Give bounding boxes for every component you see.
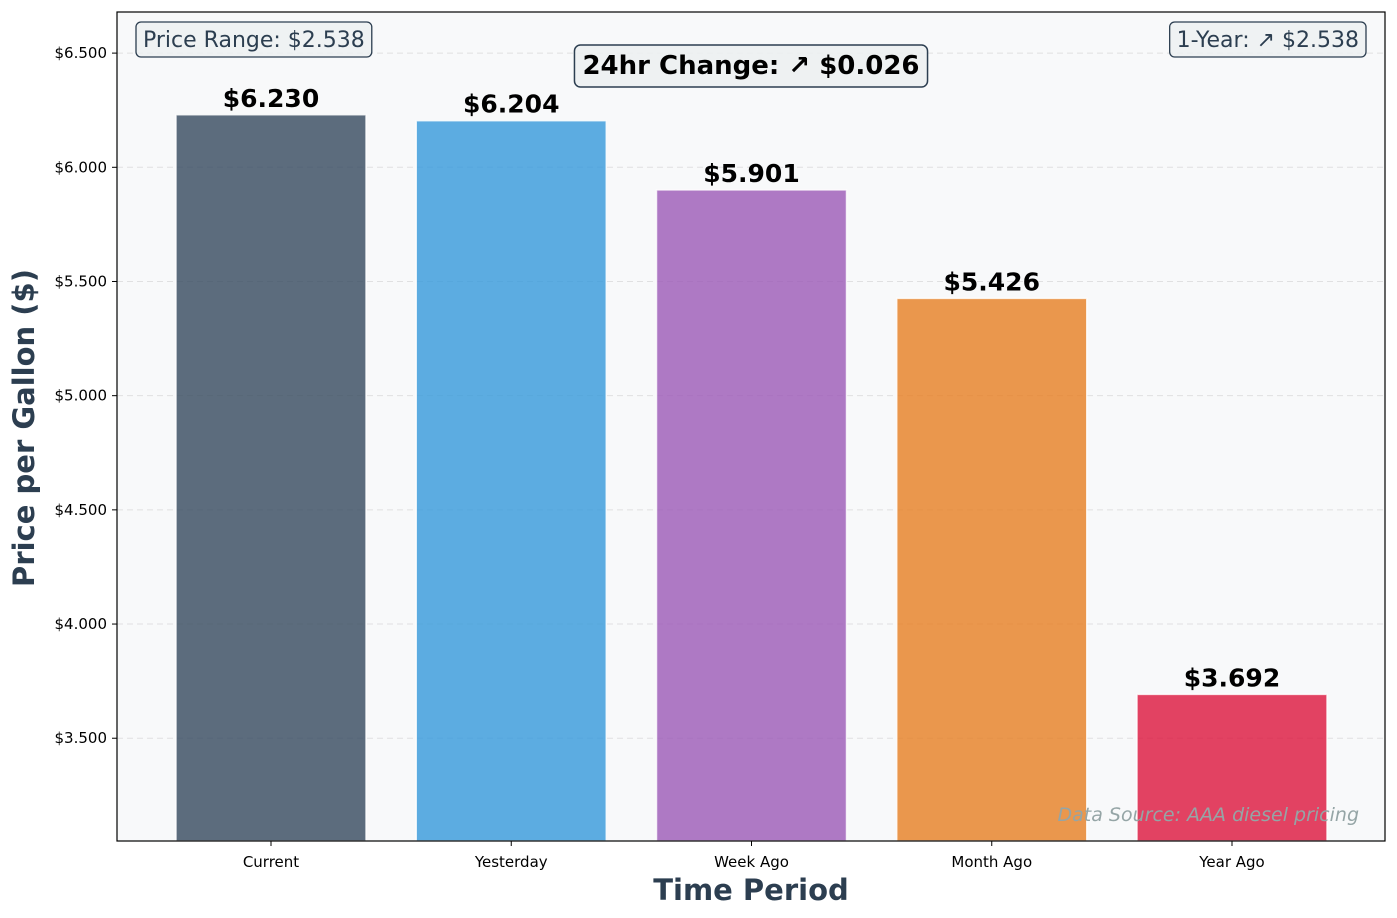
bars [175,114,1328,842]
x-tick-label: Week Ago [714,853,789,871]
y-tick-label: $5.000 [55,387,108,405]
bar-value-label: $3.692 [1184,663,1280,692]
y-tick-label: $3.500 [55,729,108,747]
bar-year-ago [1136,693,1328,842]
y-tick-label: $6.500 [55,44,108,62]
change-24hr-text: 24hr Change: ↗ $0.026 [582,51,919,81]
y-tick-label: $5.500 [55,272,108,290]
bar-value-labels: $6.230 $6.204 $5.901 $5.426 $3.692 [223,84,1280,693]
bar-value-label: $5.426 [944,267,1040,296]
y-tick-label: $4.000 [55,615,108,633]
x-axis-title: Time Period [653,873,849,907]
price-range-box: Price Range: $2.538 [135,21,373,58]
x-tick-label: Current [243,853,299,871]
bar-current [175,114,367,842]
y-axis-title: Price per Gallon ($) [7,269,41,587]
bar-month-ago [896,297,1088,842]
bar-yesterday [415,119,607,842]
one-year-change-text: 1-Year: ↗ $2.538 [1177,28,1359,53]
bar-value-label: $6.204 [463,90,559,119]
x-tick-label: Year Ago [1198,853,1265,871]
bar-value-label: $5.901 [703,159,799,188]
y-axis-ticks: $3.500 $4.000 $4.500 $5.000 $5.500 $6.000 $6.5… [55,44,117,747]
x-tick-label: Yesterday [474,853,548,871]
bar-value-label: $6.230 [223,84,319,113]
data-source-text: Data Source: AAA diesel pricing [1058,804,1359,826]
x-axis-ticks: Current Yesterday Week Ago Month Ago Year Ag… [243,841,1265,871]
one-year-box: 1-Year: ↗ $2.538 [1169,21,1367,58]
bar-week-ago [655,189,848,842]
change-24hr-box: 24hr Change: ↗ $0.026 [573,44,929,88]
x-tick-label: Month Ago [951,853,1032,871]
price-range-text: Price Range: $2.538 [143,28,365,53]
y-tick-label: $6.000 [55,158,108,176]
y-tick-label: $4.500 [55,501,108,519]
